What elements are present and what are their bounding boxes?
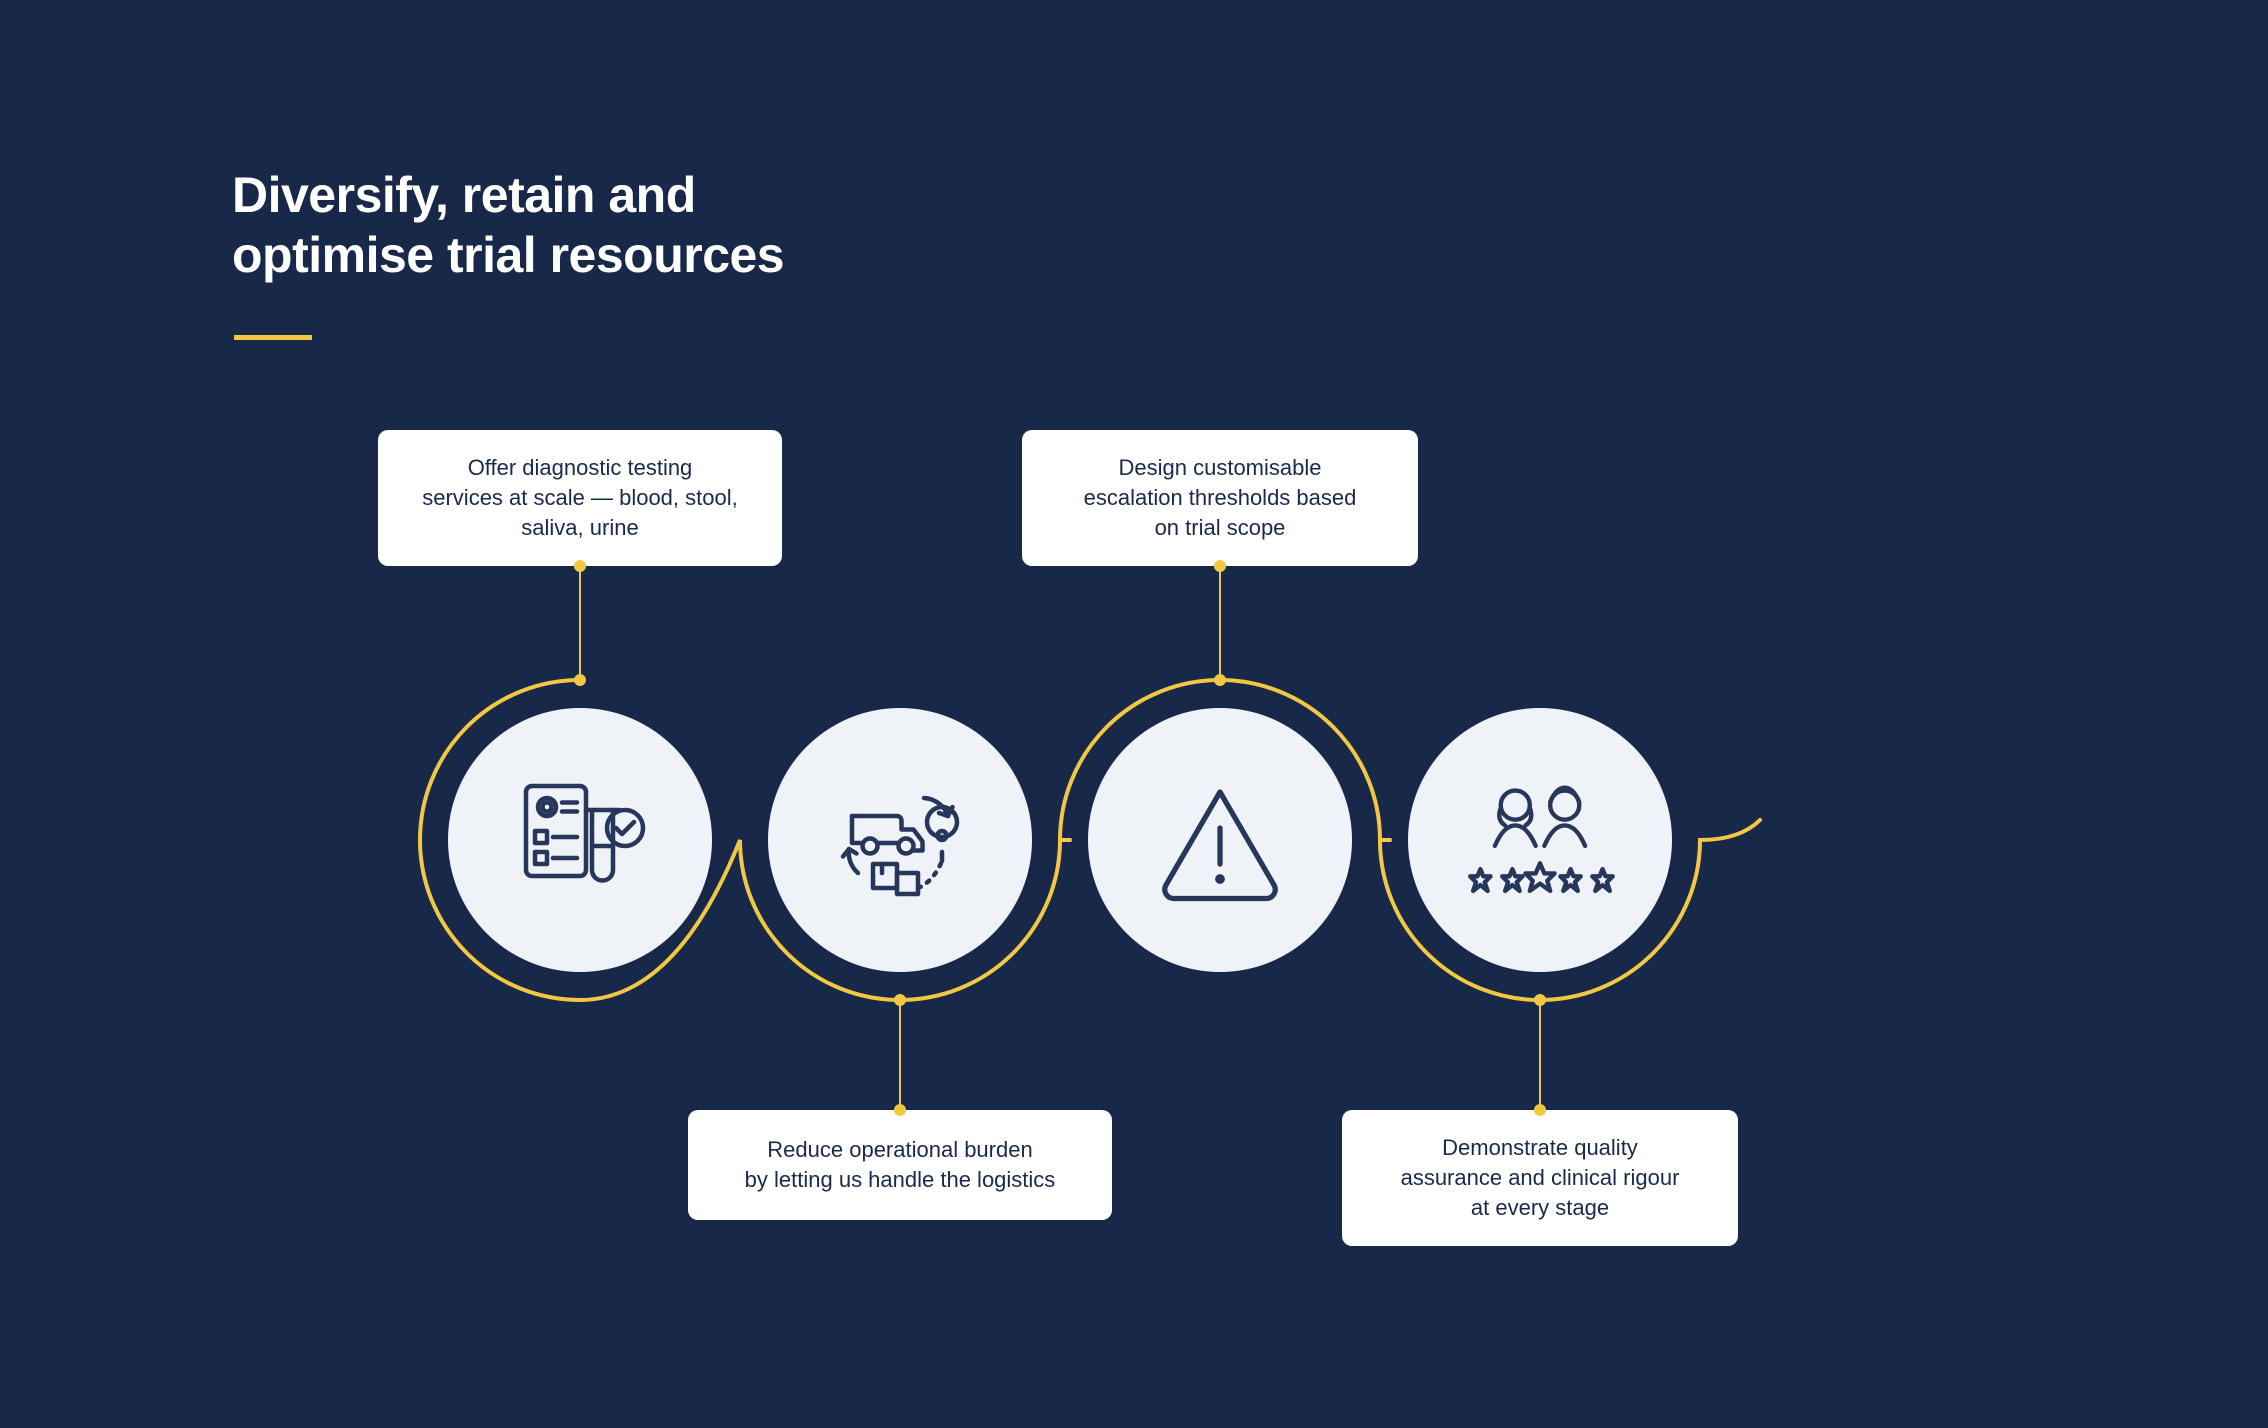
connector-dot <box>1534 994 1546 1006</box>
connector-dot <box>574 560 586 572</box>
card-diagnostics: Offer diagnostic testing services at sca… <box>378 430 782 566</box>
connector-layer <box>0 0 2268 1428</box>
connector-dot <box>1534 1104 1546 1116</box>
card-text: Offer diagnostic testing services at sca… <box>422 453 737 542</box>
node-diagnostics <box>448 708 712 972</box>
alert-icon <box>1145 765 1295 915</box>
card-text: Demonstrate quality assurance and clinic… <box>1401 1133 1680 1222</box>
card-text: Design customisable escalation threshold… <box>1084 453 1357 542</box>
connector-dot <box>1214 674 1226 686</box>
card-escalation: Design customisable escalation threshold… <box>1022 430 1418 566</box>
connector-dot <box>574 674 586 686</box>
card-text: Reduce operational burden by letting us … <box>745 1135 1056 1194</box>
connector-dot <box>894 994 906 1006</box>
node-alert <box>1088 708 1352 972</box>
card-quality: Demonstrate quality assurance and clinic… <box>1342 1110 1738 1246</box>
node-quality <box>1408 708 1672 972</box>
connector-dot <box>1214 560 1226 572</box>
node-logistics <box>768 708 1032 972</box>
connector-dot <box>894 1104 906 1116</box>
logistics-icon <box>825 765 975 915</box>
card-logistics: Reduce operational burden by letting us … <box>688 1110 1112 1220</box>
diagnostics-icon <box>505 765 655 915</box>
quality-icon <box>1460 765 1620 915</box>
